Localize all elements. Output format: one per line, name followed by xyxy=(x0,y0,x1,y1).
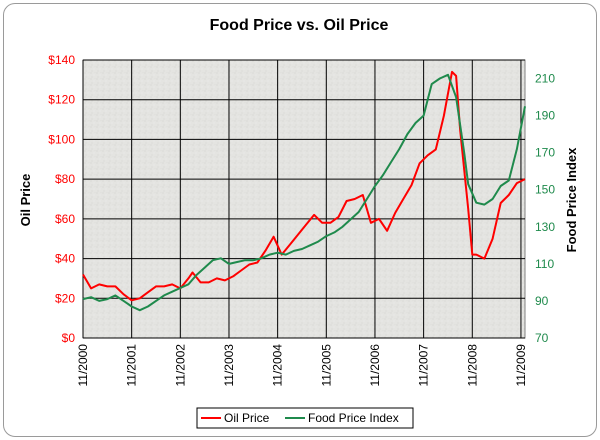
left-axis-title: Oil Price xyxy=(18,174,33,227)
right-tick-label: 170 xyxy=(535,146,555,160)
series-line-food-price-index xyxy=(82,73,526,312)
x-tick-label: 11/2003 xyxy=(222,344,236,387)
right-tick-label: 150 xyxy=(535,183,555,197)
x-tick-label: 11/2001 xyxy=(125,344,139,387)
x-tick-label: 11/2000 xyxy=(76,344,90,387)
left-axis-ticks: $0 $20 $40 $60 $80 $100 $120 $140 xyxy=(48,53,75,345)
right-tick-label: 90 xyxy=(535,294,549,308)
x-tick-label: 11/2004 xyxy=(271,344,285,387)
legend-label-oil: Oil Price xyxy=(224,411,270,425)
left-tick-label: $60 xyxy=(55,212,75,226)
right-tick-label: 110 xyxy=(535,257,554,271)
left-tick-label: $80 xyxy=(55,172,75,186)
x-tick-label: 11/2006 xyxy=(368,344,382,387)
x-axis-ticks: 11/2000 11/2001 11/2002 11/2003 11/2004 11/20… xyxy=(76,344,528,387)
x-tick-label: 11/2005 xyxy=(319,344,333,387)
right-tick-label: 190 xyxy=(535,109,555,123)
x-tick-label: 11/2008 xyxy=(465,344,479,387)
left-tick-label: $140 xyxy=(48,53,75,67)
left-tick-label: $0 xyxy=(62,331,76,345)
legend: Oil Price Food Price Index xyxy=(196,407,414,429)
x-tick-label: 11/2009 xyxy=(514,344,528,387)
left-tick-label: $40 xyxy=(55,252,75,266)
series-layer xyxy=(82,70,526,312)
left-tick-label: $120 xyxy=(48,93,75,107)
left-tick-label: $100 xyxy=(48,132,75,146)
right-tick-label: 210 xyxy=(535,72,555,86)
right-axis-ticks: 70 90 110 130 150 170 190 210 xyxy=(535,72,555,345)
chart-title: Food Price vs. Oil Price xyxy=(210,17,389,34)
right-tick-label: 70 xyxy=(535,331,549,345)
x-tick-label: 11/2007 xyxy=(417,344,431,387)
legend-label-food: Food Price Index xyxy=(308,411,399,425)
grid xyxy=(82,59,525,339)
x-tick-label: 11/2002 xyxy=(173,344,187,387)
left-tick-label: $20 xyxy=(55,291,75,305)
plot-area xyxy=(82,59,526,339)
series-line-oil-price xyxy=(82,70,526,302)
right-tick-label: 130 xyxy=(535,220,555,234)
right-axis-title: Food Price Index xyxy=(564,147,579,253)
